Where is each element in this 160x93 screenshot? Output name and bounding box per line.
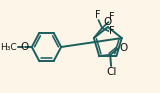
Text: O: O	[119, 43, 128, 53]
Text: Cl: Cl	[106, 67, 116, 77]
Text: O: O	[104, 16, 112, 27]
Text: F: F	[95, 10, 100, 20]
Text: O: O	[20, 42, 29, 52]
Text: F: F	[109, 26, 115, 36]
Text: F: F	[109, 12, 115, 22]
Text: H₃C: H₃C	[1, 43, 17, 52]
